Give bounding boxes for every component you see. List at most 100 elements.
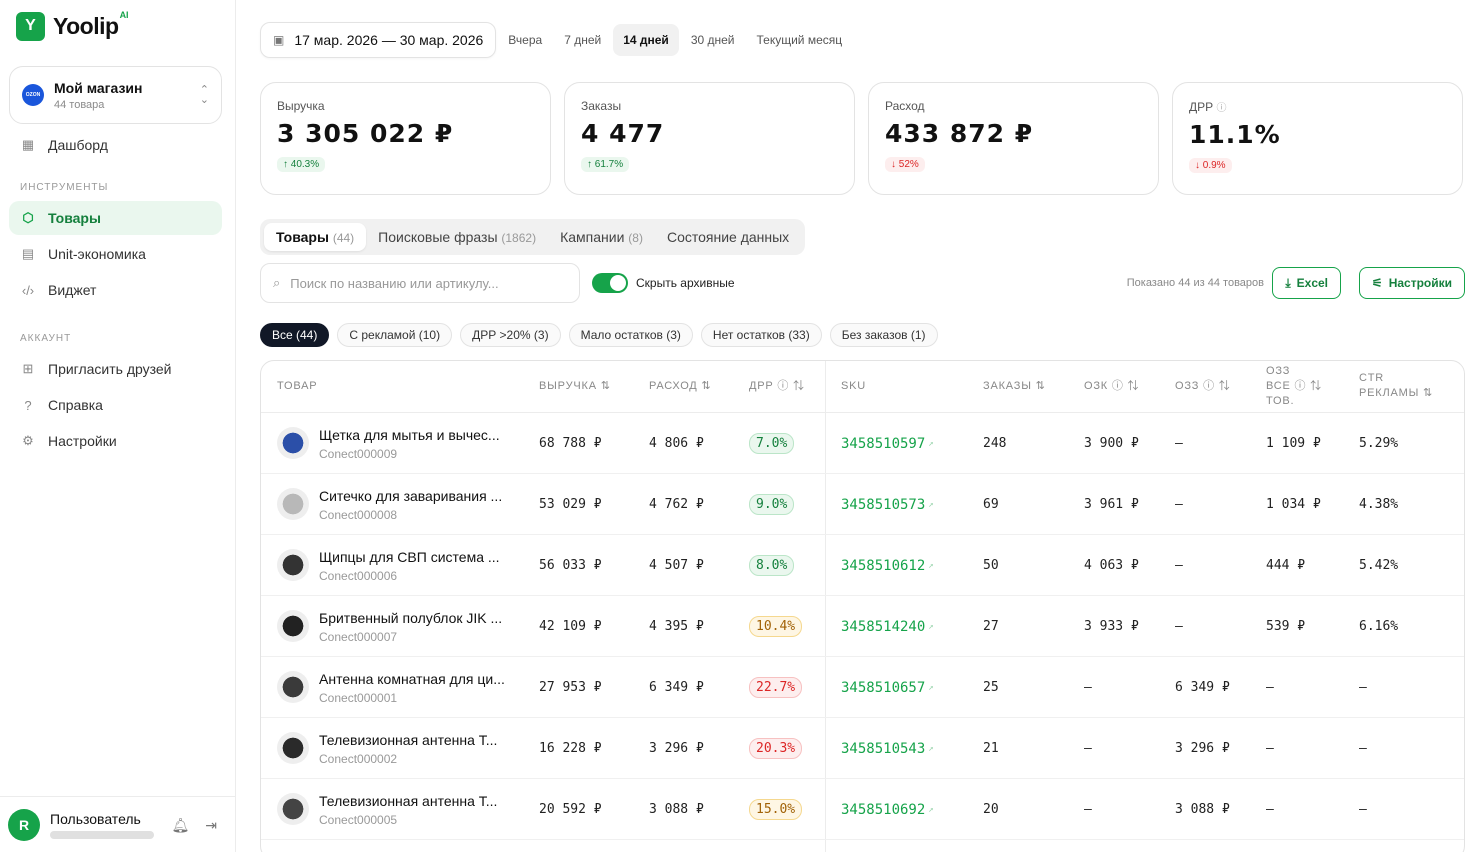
range-14-days[interactable]: 14 дней [613, 24, 679, 56]
chevron-updown-icon: ⌃ ⌄ [199, 84, 209, 106]
table-row[interactable]: Щетка для мытья и вычес... Conect000009 68… [261, 413, 1464, 474]
chip-all[interactable]: Все (44) [260, 323, 330, 347]
external-link-icon[interactable]: ↗ [928, 743, 934, 754]
cell-sku[interactable]: 3458510573 ↗ [841, 474, 934, 535]
tab-goods[interactable]: Товары (44) [264, 223, 367, 251]
sku-link[interactable]: 3458510597 [841, 435, 926, 452]
product-name[interactable]: Телевизионная антенна Т... [319, 793, 498, 809]
date-range-picker[interactable]: ▣ 17 мар. 2026 — 30 мар. 2026 [260, 22, 497, 58]
cell-spend: 4 806 ₽ [649, 436, 704, 451]
sku-link[interactable]: 3458510657 [841, 679, 926, 696]
tab-count: (1862) [501, 231, 537, 245]
cell-ozz: — [1175, 436, 1183, 451]
external-link-icon[interactable]: ↗ [928, 499, 934, 510]
col-ozz-all[interactable]: ОЗЗ ВСЕ ⓘ ⇅ ТОВ. [1266, 364, 1322, 409]
table-row[interactable]: Бритвенный полублок JIK ... Conect000007 4… [261, 596, 1464, 657]
kpi-value: 11.1% [1189, 120, 1281, 149]
user-email-redacted [50, 830, 154, 839]
sku-link[interactable]: 3458510692 [841, 801, 926, 818]
sidebar-item-goods[interactable]: ⬡ Товары [9, 201, 222, 235]
product-name[interactable]: Щипцы для СВП система ... [319, 549, 500, 565]
col-ozk[interactable]: ОЗК ⓘ ⇅ [1084, 380, 1140, 392]
avatar[interactable]: R [8, 808, 40, 841]
cell-revenue: 68 788 ₽ [539, 436, 602, 451]
cell-sku[interactable]: 3458510692 ↗ [841, 779, 934, 840]
col-revenue[interactable]: ВЫРУЧКА ⇅ [539, 380, 611, 392]
external-link-icon[interactable]: ↗ [928, 682, 934, 693]
cell-spend: 4 395 ₽ [649, 619, 704, 634]
range-30-days[interactable]: 30 дней [690, 33, 735, 47]
tab-data-status[interactable]: Состояние данных [655, 223, 801, 251]
sidebar-item-widget[interactable]: ‹/› Виджет [9, 273, 222, 307]
table-row[interactable]: Телевизионная антенна Т... Conect000002 16… [261, 718, 1464, 779]
sku-link[interactable]: 3458510573 [841, 496, 926, 513]
settings-button[interactable]: ⚟ Настройки [1358, 267, 1465, 299]
table-row[interactable]: Антенна комнатная для ци... Conect000001 2… [261, 657, 1464, 718]
product-name[interactable]: Бритвенный полублок JIK ... [319, 610, 503, 626]
cell-ozz-all: 539 ₽ [1266, 619, 1306, 634]
col-ozz[interactable]: ОЗЗ ⓘ ⇅ [1175, 380, 1231, 392]
chip-with-ads[interactable]: С рекламой (10) [337, 323, 453, 347]
product-name[interactable]: Антенна комнатная для ци... [319, 671, 505, 687]
sidebar-item-unit[interactable]: ▤ Unit-экономика [9, 237, 222, 271]
product-name[interactable]: Ситечко для заваривания ... [319, 488, 503, 504]
sidebar-item-help[interactable]: ? Справка [9, 388, 222, 422]
cell-sku[interactable]: 3458510597 ↗ [841, 413, 934, 474]
col-ctr[interactable]: CTR РЕКЛАМЫ ⇅ [1359, 371, 1433, 401]
col-spend[interactable]: РАСХОД ⇅ [649, 380, 712, 392]
col-orders[interactable]: ЗАКАЗЫ ⇅ [983, 380, 1046, 392]
store-selector[interactable]: OZON Мой магазин 44 товара ⌃ ⌄ [9, 66, 222, 124]
range-current-month[interactable]: Текущий месяц [756, 33, 843, 47]
cell-sku[interactable]: 3458510543 ↗ [841, 718, 934, 779]
cell-ctr: 5.29% [1359, 436, 1399, 451]
table-row[interactable]: Телевизионная антенна Т... Conect000005 20… [261, 779, 1464, 840]
section-label-tools: ИНСТРУМЕНТЫ [20, 182, 109, 193]
chip-no-orders[interactable]: Без заказов (1) [829, 323, 938, 347]
sidebar-item-settings[interactable]: ⚙ Настройки [9, 424, 222, 458]
cell-orders: 20 [983, 802, 999, 817]
toolbar: ⌕ Поиск по названию или артикулу... Скры… [260, 263, 1477, 303]
archive-toggle[interactable] [592, 273, 628, 293]
chip-drr-over-20[interactable]: ДРР >20% (3) [460, 323, 561, 347]
external-link-icon[interactable]: ↗ [928, 560, 934, 571]
col-sku: SKU [841, 380, 867, 392]
chip-low-stock[interactable]: Мало остатков (3) [568, 323, 693, 347]
cell-orders: 50 [983, 558, 999, 573]
logo[interactable]: Y Yoolip AI [0, 0, 235, 52]
product-name[interactable]: Щетка для мытья и вычес... [319, 427, 500, 443]
chip-no-stock[interactable]: Нет остатков (33) [700, 323, 822, 347]
cell-sku[interactable]: 3458510612 ↗ [841, 535, 934, 596]
info-icon[interactable]: ⓘ [1216, 103, 1227, 114]
external-link-icon[interactable]: ↗ [928, 804, 934, 815]
cell-ozk: — [1084, 680, 1092, 695]
range-7-days[interactable]: 7 дней [564, 33, 602, 47]
product-thumbnail [277, 610, 309, 642]
sidebar-item-dashboard[interactable]: ▦ Дашборд [9, 128, 222, 162]
external-link-icon[interactable]: ↗ [928, 621, 934, 632]
range-yesterday[interactable]: Вчера [508, 33, 543, 47]
external-link-icon[interactable]: ↗ [928, 438, 934, 449]
product-name[interactable]: Телевизионная антенна Т... [319, 732, 498, 748]
excel-button[interactable]: ⤓ Excel [1272, 267, 1341, 299]
logout-icon[interactable]: ⇥ [205, 817, 217, 833]
product-article: Conect000007 [319, 630, 398, 644]
bell-icon[interactable]: 🔔︎ [171, 817, 190, 833]
sidebar-item-invite[interactable]: ⊞ Пригласить друзей [9, 352, 222, 386]
col-drr[interactable]: ДРР ⓘ ⇅ [749, 380, 805, 392]
cell-sku[interactable]: 3458514240 ↗ [841, 596, 934, 657]
tab-search-phrases[interactable]: Поисковые фразы (1862) [366, 223, 548, 251]
cell-sku[interactable]: 3458510657 ↗ [841, 657, 934, 718]
tab-label: Товары [276, 229, 329, 245]
product-thumbnail [277, 427, 309, 459]
sku-link[interactable]: 3458510612 [841, 557, 926, 574]
search-input[interactable]: ⌕ Поиск по названию или артикулу... [260, 263, 580, 303]
kpi-delta: ↓ 52% [885, 157, 925, 172]
table-row[interactable]: Ситечко для заваривания ... Conect000008 5… [261, 474, 1464, 535]
sku-link[interactable]: 3458514240 [841, 618, 926, 635]
cell-revenue: 20 592 ₽ [539, 802, 602, 817]
table-row[interactable]: Щипцы для СВП система ... Conect000006 56 … [261, 535, 1464, 596]
tab-campaigns[interactable]: Кампании (8) [548, 223, 655, 251]
sku-link[interactable]: 3458510543 [841, 740, 926, 757]
col-ozz-all-line: ОЗЗ [1266, 365, 1291, 377]
cell-ctr: 6.16% [1359, 619, 1399, 634]
